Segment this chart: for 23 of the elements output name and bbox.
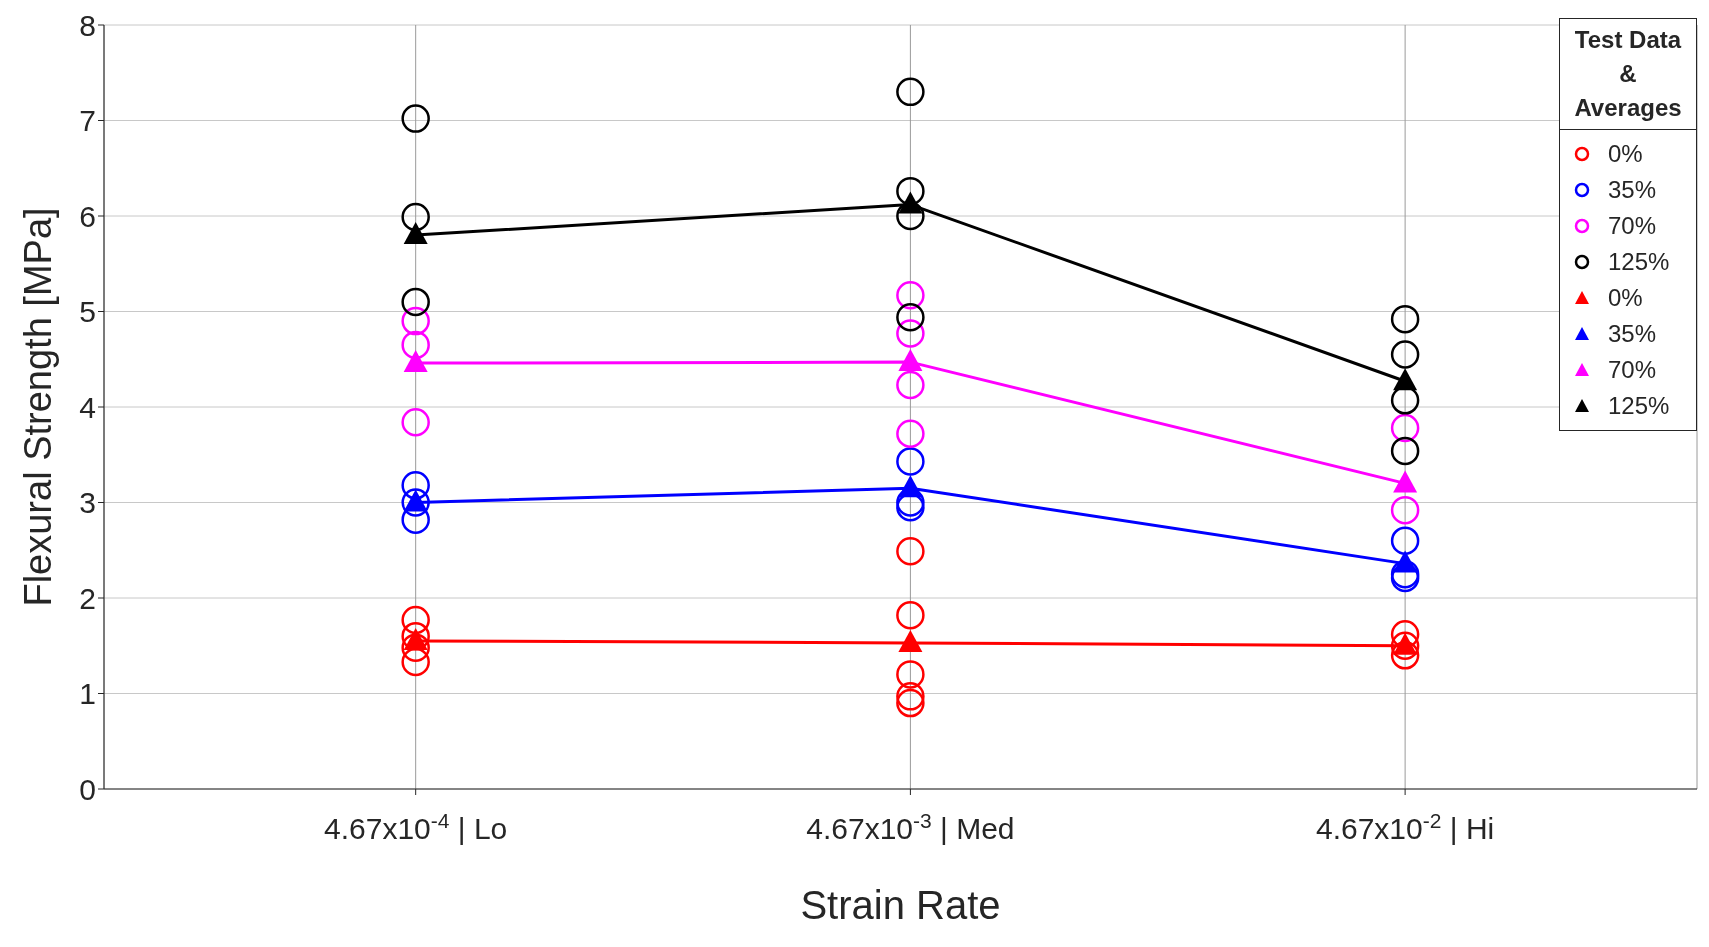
legend-label: 35% (1608, 176, 1657, 203)
y-tick-label: 8 (79, 8, 96, 42)
x-axis-title: Strain Rate (800, 883, 1001, 927)
x-tick-label: 4.67x10$^{-4}$ | Lo (324, 808, 508, 845)
y-axis-title: Flexural Strength [MPa] (17, 207, 60, 607)
legend-title: Test Data & Averages (1574, 26, 1682, 121)
legend-label: 125% (1608, 248, 1670, 275)
y-tick-label: 3 (79, 486, 96, 520)
x-tick-label: 4.67x10$^{-2}$ | Hi (1315, 808, 1495, 845)
y-tick-label: 2 (79, 581, 96, 615)
y-tick-label: 1 (79, 677, 96, 711)
y-tick-label: 4 (79, 390, 96, 424)
legend-label: 0% (1608, 140, 1643, 167)
legend-label: 0% (1608, 284, 1643, 311)
legend-label: 70% (1608, 212, 1657, 239)
x-tick-label: 4.67x10$^{-3}$ | Med (806, 808, 1015, 845)
legend-label: 35% (1608, 320, 1657, 347)
legend-label: 70% (1608, 356, 1657, 383)
y-tick-label: 6 (79, 199, 96, 233)
legend-label: 125% (1608, 392, 1670, 419)
y-tick-label: 0 (79, 772, 96, 806)
y-tick-label: 7 (79, 104, 96, 138)
y-tick-label: 5 (79, 295, 96, 329)
